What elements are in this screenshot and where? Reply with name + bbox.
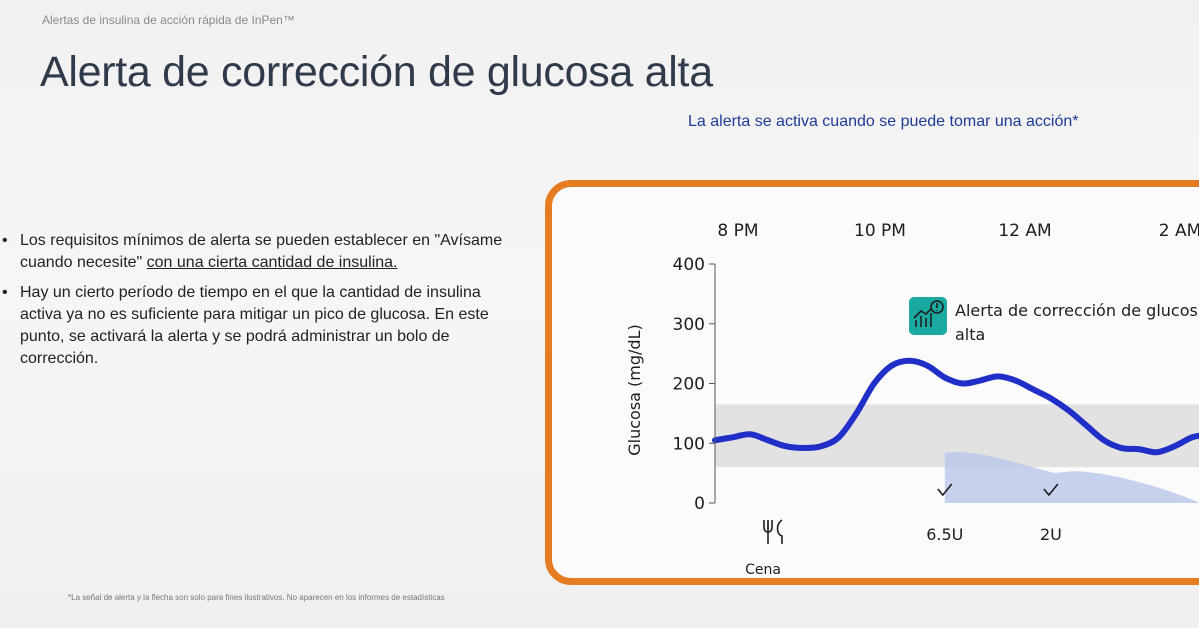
bullet-item: Los requisitos mínimos de alerta se pued… (2, 230, 520, 274)
alert-annotation: Alerta de corrección de glucosa alta (909, 297, 1199, 344)
meal-label: Cena (745, 562, 781, 578)
bullet-text: Los requisitos mínimos de alerta se pued… (20, 232, 503, 271)
bullet-text: Hay un cierto período de tiempo en el qu… (20, 284, 489, 367)
alert-icon-graphic (913, 300, 944, 327)
dose-check-icon (1043, 483, 1059, 497)
subtitle: La alerta se activa cuando se puede toma… (688, 113, 1079, 130)
y-tick-label: 400 (673, 255, 705, 275)
fork-knife-icon (763, 519, 783, 544)
dose-check-icon (937, 483, 953, 497)
supertitle: Alertas de insulina de acción rápida de … (42, 13, 295, 27)
active-insulin-area (944, 452, 1199, 503)
bullet-underlined-text: con una cierta cantidad de insulina. (146, 254, 398, 271)
y-tick-label: 100 (673, 434, 705, 454)
alert-annotation-text-line1: Alerta de corrección de glucosa (955, 301, 1199, 320)
time-label: 12 AM (998, 221, 1051, 241)
y-axis-label: Glucosa (mg/dL) (625, 324, 644, 455)
y-tick-label: 300 (673, 315, 705, 335)
dose-label: 6.5U (926, 525, 963, 544)
y-tick-label: 0 (694, 494, 705, 514)
bullet-list: Los requisitos mínimos de alerta se pued… (0, 230, 520, 378)
alert-annotation-text-line2: alta (955, 325, 985, 344)
y-axis: 0 100 200 300 400 Glucosa (mg/dL) (625, 255, 716, 514)
dose-label: 2U (1040, 525, 1062, 544)
page-title: Alerta de corrección de glucosa alta (40, 48, 713, 96)
bullet-item: Hay un cierto período de tiempo en el qu… (2, 282, 520, 370)
footnote: *La señal de alerta y la flecha son solo… (68, 593, 445, 602)
y-tick-label: 200 (673, 375, 705, 395)
time-label: 8 PM (717, 221, 758, 241)
time-label: 2 AM (1159, 221, 1199, 241)
glucose-line (712, 357, 1199, 456)
time-label: 10 PM (854, 221, 906, 241)
meal-marker: Cena (745, 519, 783, 578)
